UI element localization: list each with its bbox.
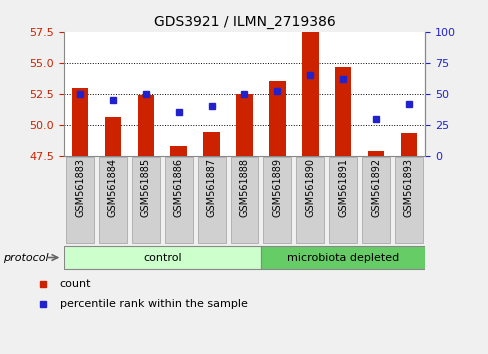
Bar [72,87,88,156]
Text: GSM561884: GSM561884 [108,158,118,217]
Text: microbiota depleted: microbiota depleted [286,252,399,263]
Text: control: control [142,252,181,263]
Text: GSM561883: GSM561883 [75,158,85,217]
Bar [236,94,252,156]
FancyBboxPatch shape [230,156,258,244]
Text: GSM561885: GSM561885 [141,158,150,217]
FancyBboxPatch shape [394,156,422,244]
Text: GSM561887: GSM561887 [206,158,216,217]
Bar [367,151,384,156]
Text: GSM561893: GSM561893 [403,158,413,217]
Title: GDS3921 / ILMN_2719386: GDS3921 / ILMN_2719386 [153,16,335,29]
Text: protocol: protocol [3,252,49,263]
Bar [104,117,121,156]
Bar [268,81,285,156]
FancyBboxPatch shape [261,246,425,269]
FancyBboxPatch shape [63,246,261,269]
FancyBboxPatch shape [263,156,291,244]
FancyBboxPatch shape [328,156,356,244]
FancyBboxPatch shape [66,156,94,244]
Bar [302,32,318,156]
Text: percentile rank within the sample: percentile rank within the sample [60,298,247,309]
Text: count: count [60,279,91,289]
Bar [137,95,154,156]
Text: GSM561886: GSM561886 [173,158,183,217]
Text: GSM561892: GSM561892 [370,158,380,217]
FancyBboxPatch shape [361,156,389,244]
Text: GSM561891: GSM561891 [338,158,347,217]
FancyBboxPatch shape [132,156,160,244]
Text: GSM561888: GSM561888 [239,158,249,217]
Bar [334,67,351,156]
FancyBboxPatch shape [164,156,192,244]
FancyBboxPatch shape [99,156,126,244]
FancyBboxPatch shape [296,156,324,244]
Text: GSM561890: GSM561890 [305,158,315,217]
Bar [400,133,416,156]
FancyBboxPatch shape [197,156,225,244]
Bar [203,132,220,156]
Bar [170,146,186,156]
Text: GSM561889: GSM561889 [272,158,282,217]
